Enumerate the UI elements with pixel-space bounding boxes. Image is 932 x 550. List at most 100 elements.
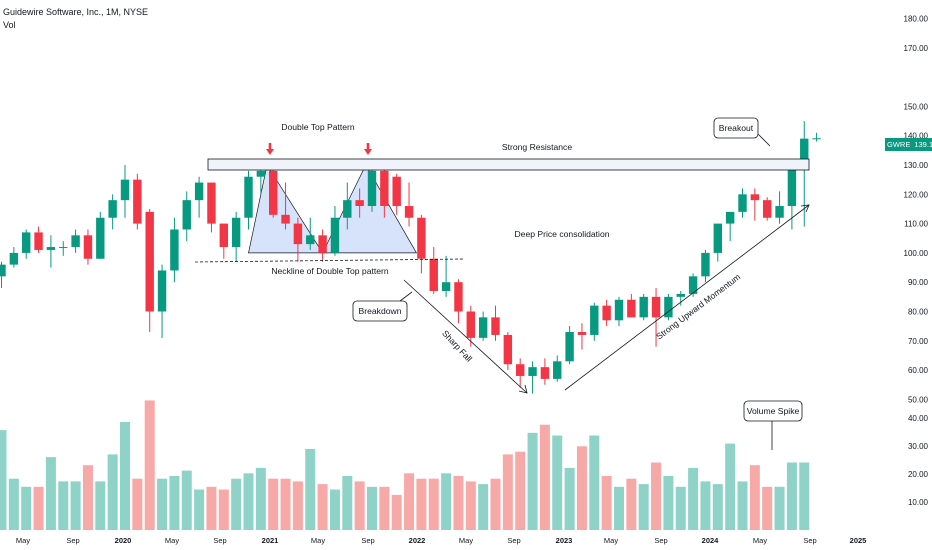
volume-bar: [206, 486, 217, 530]
consolidation-label: Deep Price consolidation: [514, 229, 609, 239]
candle-body: [750, 194, 760, 201]
candle-body: [96, 217, 105, 259]
resistance-zone: [207, 158, 810, 171]
candle-body: [516, 364, 525, 376]
candle-body: [775, 206, 784, 218]
candle-body: [9, 252, 19, 265]
neckline: [194, 258, 466, 263]
candle-body: [108, 200, 117, 218]
candle-body: [590, 305, 599, 335]
volume-bar: [391, 494, 402, 530]
y-tick-label: 150.00: [904, 102, 929, 111]
candle-body: [207, 182, 216, 224]
breakout-callout-text: Breakout: [719, 123, 754, 133]
volume-bar: [712, 484, 723, 530]
candle-body: [293, 223, 303, 245]
momentum-line: [564, 204, 810, 391]
volume-bar: [786, 462, 797, 530]
volume-bar: [737, 481, 748, 530]
candle-body: [306, 235, 315, 245]
candle-body: [602, 305, 611, 321]
chart-symbol-title: Guidewire Software, Inc., 1M, NYSE: [3, 7, 149, 17]
price-axis: 180.00 170.00 150.00 140.00 130.00 120.00 110.…: [904, 15, 929, 508]
x-tick-label: May: [16, 536, 30, 545]
volume-bar: [626, 478, 637, 530]
candle-body: [503, 334, 513, 365]
volume-bar: [688, 467, 699, 530]
candle-body: [34, 232, 43, 250]
y-tick-label: 20.00: [908, 470, 929, 479]
volume-bar: [317, 484, 328, 530]
candle-body: [0, 264, 6, 277]
volume-bar: [280, 478, 291, 530]
breakout-callout-box: [713, 117, 759, 139]
peak-arrow-icon: [266, 143, 274, 155]
y-tick-label: 120.00: [904, 190, 929, 199]
peak-arrow-icon: [364, 143, 372, 155]
x-tick-label: Sep: [507, 536, 520, 545]
volume-bar: [428, 478, 439, 530]
volume-bar: [169, 476, 180, 530]
breakdown-callout-text: Breakdown: [359, 306, 402, 316]
volume-bar: [799, 462, 810, 530]
volume-bar: [478, 484, 489, 530]
candle-body: [627, 299, 636, 318]
y-tick-label: 110.00: [904, 220, 928, 229]
candle-body: [676, 293, 685, 297]
candle-body: [355, 200, 364, 207]
breakout-callout-pointer: [757, 133, 771, 147]
x-tick-label: 2022: [409, 536, 426, 545]
sharp-fall-line: [403, 279, 528, 394]
volume-bar: [95, 481, 106, 530]
volume-bar: [589, 435, 600, 530]
candle-body: [367, 170, 377, 207]
y-tick-label: 100.00: [904, 249, 929, 258]
volume-bar: [749, 465, 760, 530]
momentum-arrowhead-icon: [800, 204, 810, 213]
volume-indicator-label: Vol: [3, 20, 16, 30]
y-tick-label: 140.00: [904, 132, 929, 141]
volume-bar: [638, 484, 649, 530]
annotations: Strong Resistance Double Top Pattern Neckl…: [194, 117, 810, 450]
volume-bar: [45, 457, 56, 530]
candle-body: [614, 299, 624, 321]
candle-body: [343, 200, 352, 218]
neckline-label: Neckline of Double Top pattern: [271, 266, 389, 276]
candle-body: [318, 235, 327, 253]
volume-bar: [564, 467, 575, 530]
x-tick-label: 2025: [850, 536, 867, 545]
volume-bar: [539, 424, 550, 530]
volume-bar: [404, 473, 415, 530]
volume-bar: [231, 478, 242, 530]
volume-bar: [441, 473, 452, 530]
y-tick-label: 50.00: [908, 395, 929, 404]
volume-bar: [367, 486, 377, 530]
x-tick-label: Sep: [213, 536, 226, 545]
y-tick-label: 180.00: [904, 15, 929, 24]
volume-bar: [552, 435, 563, 530]
price-candles: [0, 121, 821, 394]
candle-body: [392, 176, 401, 207]
y-tick-label: 90.00: [908, 278, 929, 287]
volume-bar: [181, 470, 192, 530]
volume-bar: [725, 443, 736, 530]
candle-body: [269, 170, 278, 215]
candle-body: [763, 200, 772, 218]
volume-bar: [502, 454, 513, 530]
breakout-callout: Breakout: [713, 117, 771, 147]
volume-bar: [33, 486, 44, 530]
x-tick-label: 2023: [556, 536, 573, 545]
x-tick-label: 2021: [262, 536, 279, 545]
candle-body: [812, 138, 821, 140]
candle-body: [701, 252, 710, 277]
volume-bar: [70, 481, 81, 530]
volume-bar: [354, 481, 365, 530]
volume-bar: [774, 486, 785, 530]
candle-body: [713, 223, 722, 253]
volume-bar: [601, 476, 612, 530]
time-axis: May Sep 2020 May Sep 2021 May Sep 2022 May Sep 2023…: [16, 536, 866, 545]
candle-body: [417, 217, 426, 259]
volume-bar: [107, 454, 118, 530]
x-tick-label: Sep: [803, 536, 816, 545]
